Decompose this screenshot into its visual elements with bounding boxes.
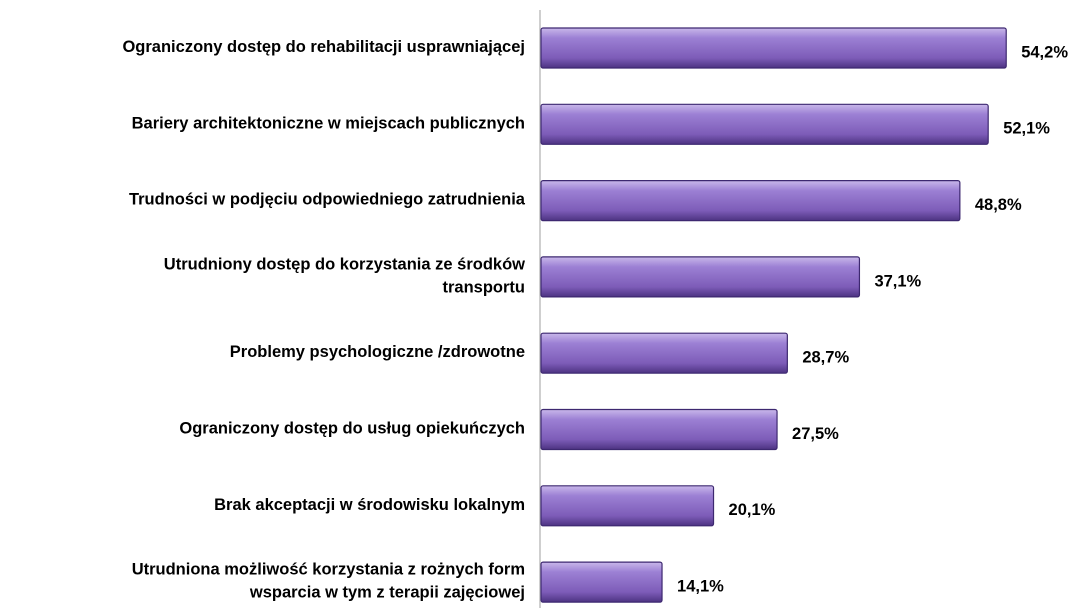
value-label: 37,1% [874, 272, 921, 290]
category-label-line: Ograniczony dostęp do rehabilitacji uspr… [122, 38, 525, 56]
category-label-line: Utrudniona możliwość korzystania z rożny… [132, 561, 525, 579]
value-label: 52,1% [1003, 120, 1050, 138]
bar [540, 180, 961, 222]
value-label: 48,8% [975, 196, 1022, 214]
bar [540, 408, 778, 451]
category-label: Trudności w podjęciu odpowiedniego zatru… [129, 191, 526, 209]
value-label: 27,5% [792, 425, 839, 443]
category-label: Brak akceptacji w środowisku lokalnym [214, 496, 525, 514]
category-label-line: Ograniczony dostęp do usług opiekuńczych [179, 420, 525, 438]
bar [540, 485, 715, 527]
category-label: Problemy psychologiczne /zdrowotne [230, 344, 525, 362]
category-label: Utrudniony dostęp do korzystania ze środ… [164, 256, 525, 297]
category-label-line: wsparcia w tym z terapii zajęciowej [249, 584, 525, 602]
value-label: 28,7% [802, 349, 849, 367]
value-label: 54,2% [1021, 43, 1068, 61]
bar [540, 332, 788, 374]
category-label: Ograniczony dostęp do rehabilitacji uspr… [122, 38, 525, 56]
category-label: Ograniczony dostęp do usług opiekuńczych [179, 420, 525, 438]
bar [540, 27, 1007, 69]
category-label-line: Trudności w podjęciu odpowiedniego zatru… [129, 191, 526, 209]
category-label-line: Utrudniony dostęp do korzystania ze środ… [164, 256, 525, 274]
category-label-line: Brak akceptacji w środowisku lokalnym [214, 496, 525, 514]
bar [540, 103, 989, 145]
category-label: Bariery architektoniczne w miejscach pub… [132, 115, 525, 133]
value-label: 20,1% [729, 501, 776, 519]
bar [540, 256, 861, 298]
category-label-line: Problemy psychologiczne /zdrowotne [230, 344, 525, 362]
category-label-line: transportu [443, 279, 526, 297]
bar [540, 561, 663, 603]
category-label-line: Bariery architektoniczne w miejscach pub… [132, 115, 525, 133]
category-label: Utrudniona możliwość korzystania z rożny… [132, 561, 525, 602]
value-label: 14,1% [677, 577, 724, 595]
